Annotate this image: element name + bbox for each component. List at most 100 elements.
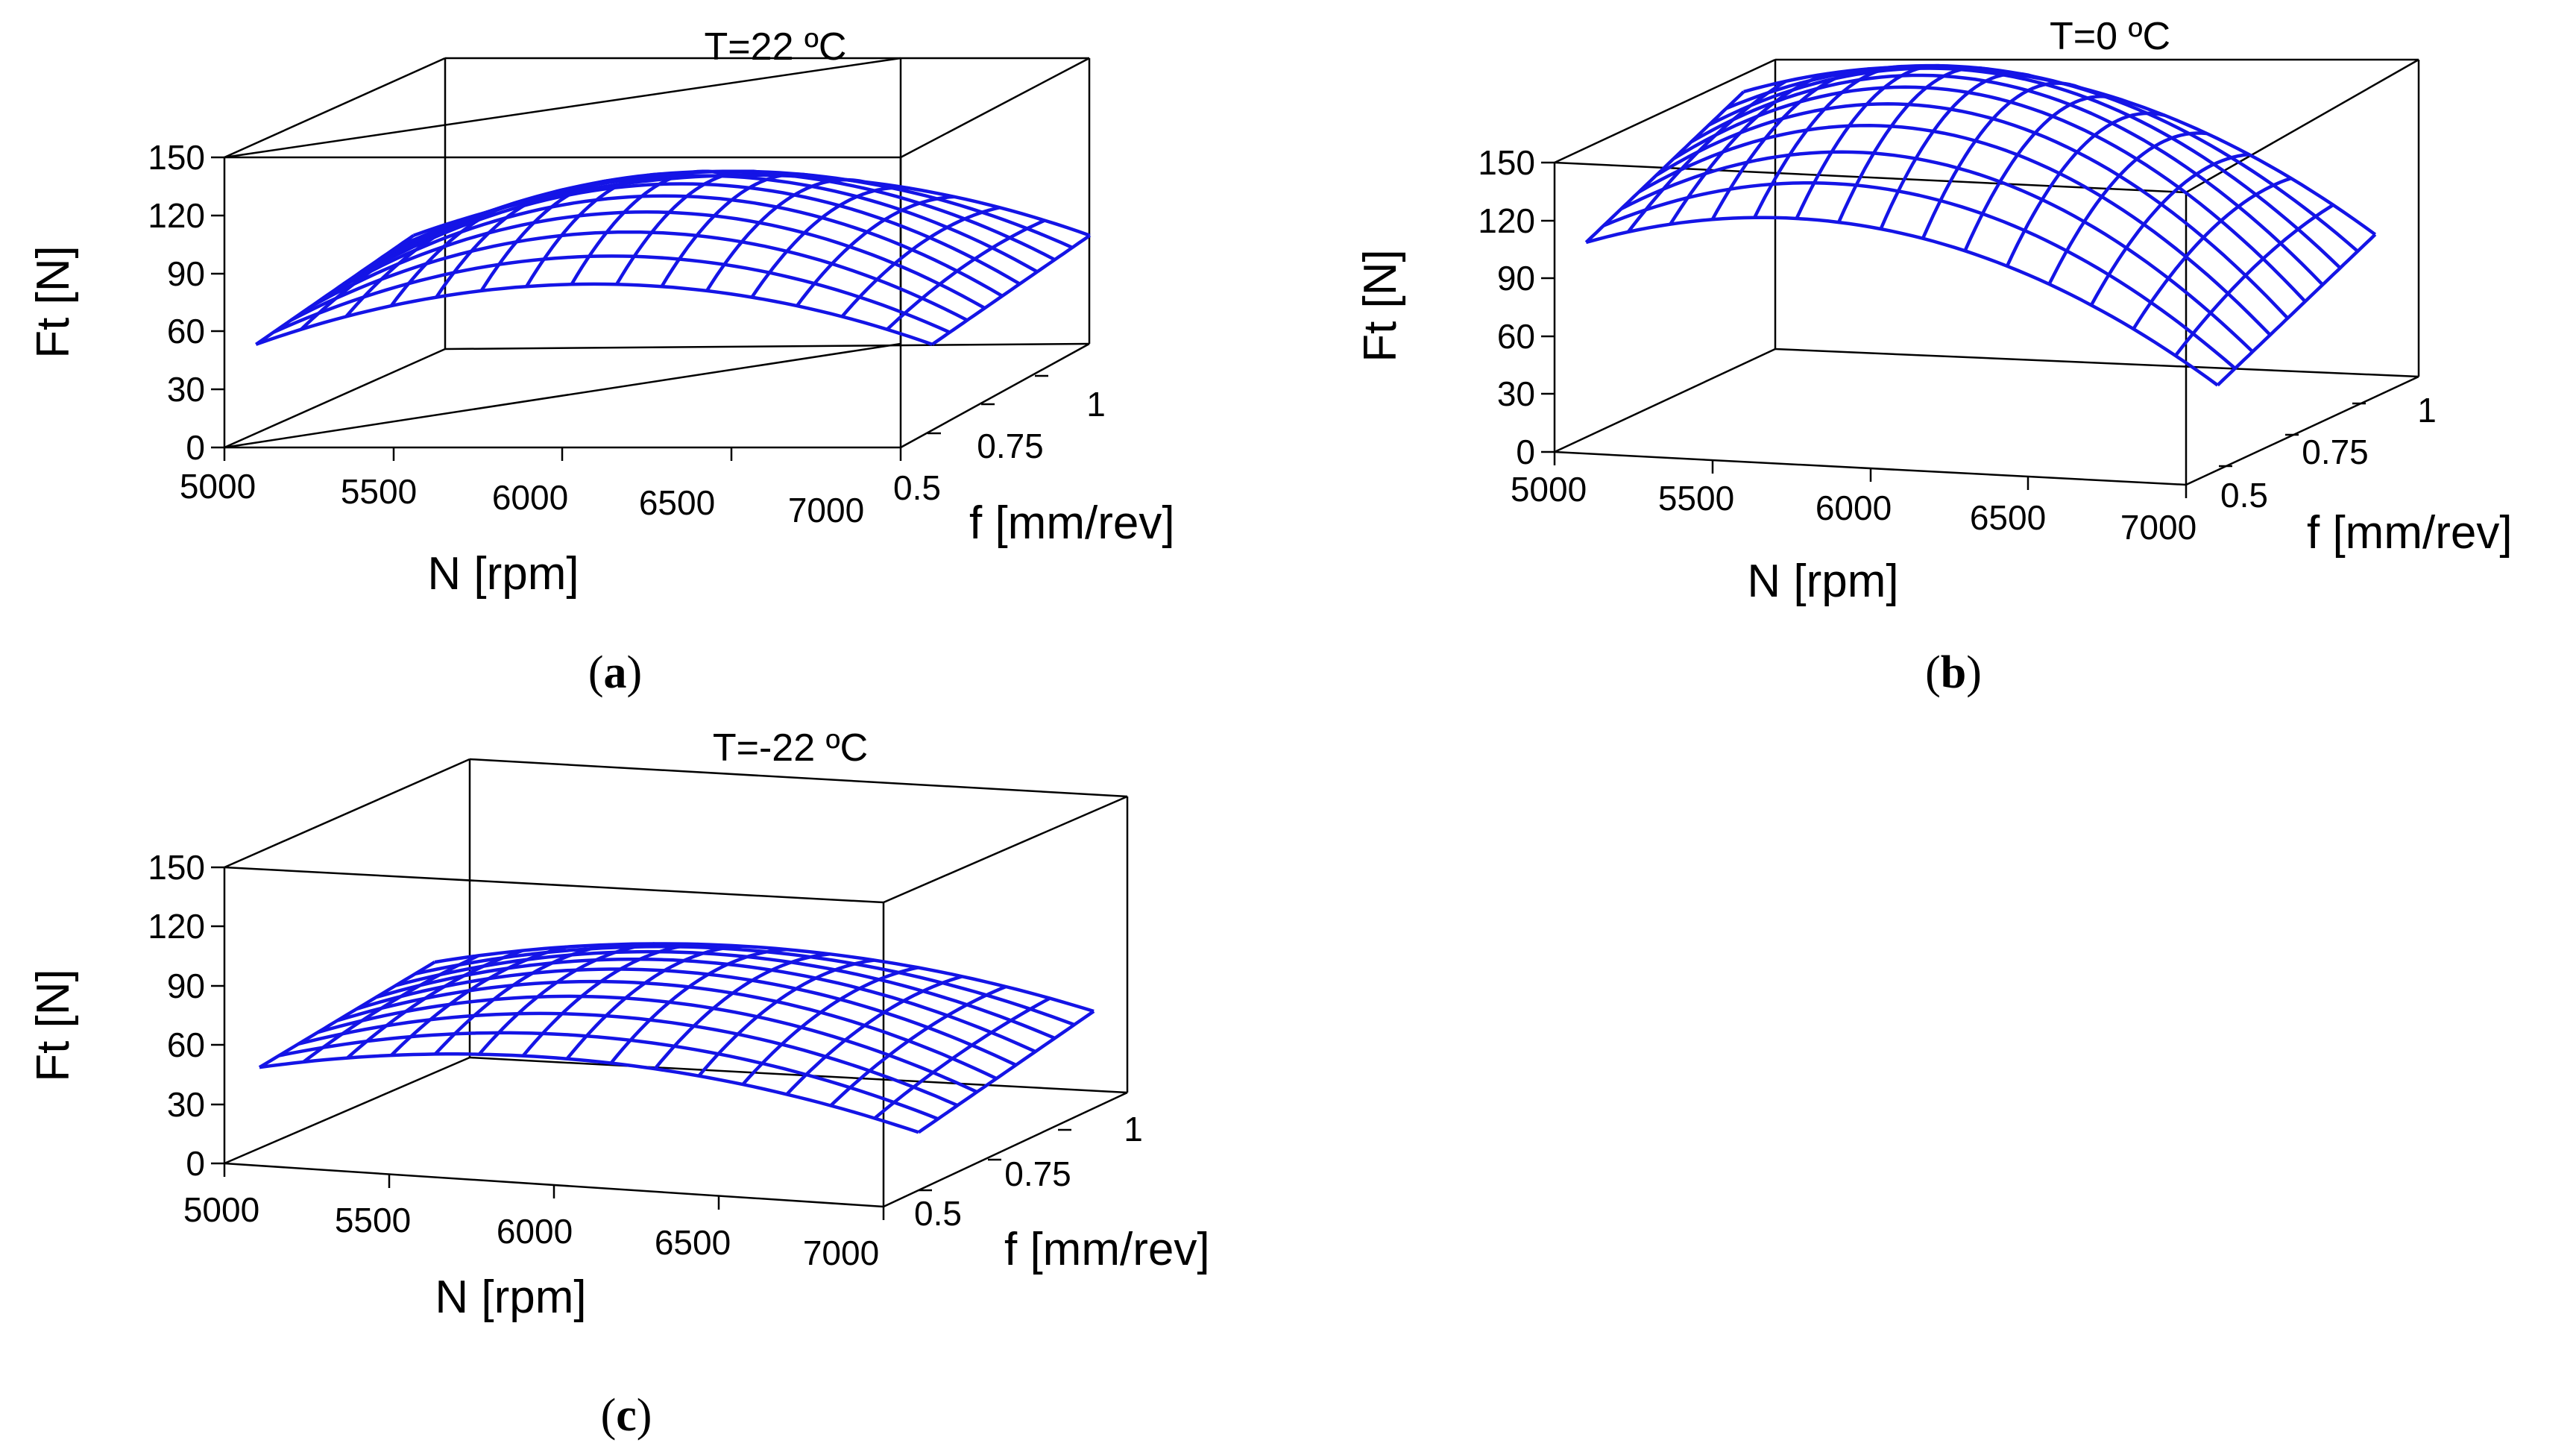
x-tick-label: 5000 bbox=[1511, 470, 1587, 509]
mesh-a bbox=[255, 169, 1091, 346]
mesh-line bbox=[259, 1052, 919, 1134]
mesh-line bbox=[1627, 79, 1787, 233]
x-tick-label: 7000 bbox=[788, 491, 864, 529]
x-tick-label: 7000 bbox=[2120, 508, 2196, 547]
mesh-line bbox=[390, 945, 567, 1057]
mesh-line bbox=[525, 172, 685, 288]
mesh-line bbox=[1602, 181, 2237, 370]
z-ticks-b: 0 30 60 90 120 150 bbox=[1478, 143, 1555, 471]
box-edge bbox=[224, 57, 446, 159]
z-tick-label: 150 bbox=[1478, 143, 1535, 182]
mesh-line bbox=[1585, 216, 2219, 387]
mesh-line bbox=[302, 954, 479, 1063]
z-tick-label: 90 bbox=[167, 967, 205, 1005]
mesh-line bbox=[415, 945, 1075, 1027]
y-tick-label: 0.75 bbox=[1004, 1154, 1071, 1193]
mesh-line bbox=[705, 177, 865, 292]
mesh-line bbox=[2089, 152, 2249, 307]
mesh-line bbox=[344, 206, 505, 318]
box-edge bbox=[883, 1091, 1128, 1208]
mesh-line bbox=[1690, 73, 2324, 286]
mesh-line bbox=[1753, 64, 1912, 219]
y-tick-label: 0.5 bbox=[914, 1194, 962, 1233]
mesh-line bbox=[565, 944, 743, 1060]
mesh-line bbox=[1795, 63, 1955, 219]
z-tick-label: 30 bbox=[167, 1085, 205, 1124]
y-ticks-c: 0.5 0.75 1 bbox=[914, 1110, 1143, 1233]
mesh-line bbox=[1879, 72, 2039, 230]
caption-paren: ) bbox=[627, 647, 643, 698]
box-edge bbox=[1554, 58, 1776, 164]
box-edge bbox=[224, 866, 884, 904]
z-ticks-c: 0 30 60 90 120 150 bbox=[148, 848, 224, 1183]
y-tick-label: 0.5 bbox=[2220, 476, 2268, 515]
mesh-line bbox=[931, 233, 1091, 346]
mesh-line bbox=[317, 994, 978, 1094]
mesh-line bbox=[1584, 90, 1745, 244]
x-tick-label: 5500 bbox=[335, 1201, 411, 1239]
y-axis-label: f [mm/rev] bbox=[1004, 1224, 1210, 1275]
mesh-line bbox=[300, 219, 460, 331]
z-axis-label: Ft [N] bbox=[1355, 249, 1406, 362]
panel-caption: (b) bbox=[1925, 647, 1982, 698]
mesh-line bbox=[615, 169, 775, 286]
x-ticks-a: 5000 5500 6000 6500 7000 bbox=[180, 447, 902, 529]
z-tick-label: 150 bbox=[148, 848, 205, 887]
x-tick-label: 5500 bbox=[1658, 479, 1734, 518]
mesh-line bbox=[297, 1011, 959, 1107]
mesh-line bbox=[278, 1031, 939, 1121]
caption-letter: c bbox=[616, 1390, 637, 1441]
mesh-line bbox=[886, 219, 1046, 331]
y-ticks-a: 0.5 0.75 1 bbox=[893, 374, 1106, 507]
mesh-line bbox=[1620, 150, 2254, 353]
x-tick-label: 5500 bbox=[341, 472, 417, 511]
caption-paren: ( bbox=[601, 1390, 617, 1441]
y-axis-label: f [mm/rev] bbox=[969, 497, 1175, 549]
mesh-line bbox=[272, 254, 951, 334]
caption-paren: ( bbox=[1925, 647, 1941, 698]
mesh-line bbox=[2005, 111, 2165, 267]
mesh-line bbox=[1655, 102, 2289, 320]
z-tick-label: 120 bbox=[148, 196, 205, 235]
z-tick-label: 150 bbox=[148, 138, 205, 177]
mesh-line bbox=[435, 186, 594, 298]
panel-b: 0 30 60 90 120 150 5000 5500 6000 6500 7… bbox=[1355, 15, 2513, 698]
mesh-line bbox=[290, 230, 969, 322]
mesh-line bbox=[2216, 233, 2377, 387]
mesh-line bbox=[1963, 95, 2123, 252]
caption-paren: ) bbox=[1966, 647, 1982, 698]
z-tick-label: 0 bbox=[186, 428, 205, 467]
z-tick-label: 120 bbox=[1478, 201, 1535, 240]
box-edge bbox=[224, 758, 470, 869]
mesh-line bbox=[2047, 131, 2207, 286]
x-axis-label: N [rpm] bbox=[427, 548, 579, 600]
x-tick-label: 6500 bbox=[1970, 498, 2046, 537]
mesh-line bbox=[336, 979, 998, 1081]
box-edge bbox=[2185, 58, 2419, 194]
z-axis-label: Ft [N] bbox=[28, 245, 79, 359]
chart-title: T=22 ºC bbox=[705, 25, 847, 69]
panel-c: 0 30 60 90 120 150 5000 5500 6000 6500 7… bbox=[28, 726, 1210, 1441]
z-tick-label: 90 bbox=[167, 254, 205, 293]
mesh-c bbox=[258, 942, 1095, 1134]
y-axis-label: f [mm/rev] bbox=[2307, 507, 2513, 559]
y-ticks-b: 0.5 0.75 1 bbox=[2219, 391, 2437, 515]
z-tick-label: 120 bbox=[148, 907, 205, 946]
box-edge bbox=[224, 1056, 470, 1165]
mesh-line bbox=[342, 182, 1021, 286]
mesh-line bbox=[2132, 176, 2292, 330]
z-tick-label: 30 bbox=[167, 370, 205, 409]
mesh-line bbox=[1837, 66, 1997, 224]
mesh-line bbox=[873, 996, 1051, 1120]
z-tick-label: 30 bbox=[1497, 374, 1535, 413]
box-edge bbox=[224, 342, 901, 449]
z-ticks-a: 0 30 60 90 120 150 bbox=[148, 138, 224, 467]
mesh-line bbox=[660, 172, 820, 288]
mesh-line bbox=[395, 949, 1056, 1040]
x-axis-label: N [rpm] bbox=[1747, 556, 1898, 607]
panel-caption: (a) bbox=[588, 647, 642, 698]
mesh-line bbox=[609, 947, 787, 1064]
mesh-line bbox=[2174, 203, 2334, 357]
mesh-line bbox=[829, 984, 1007, 1107]
mesh-line bbox=[1710, 66, 1871, 221]
